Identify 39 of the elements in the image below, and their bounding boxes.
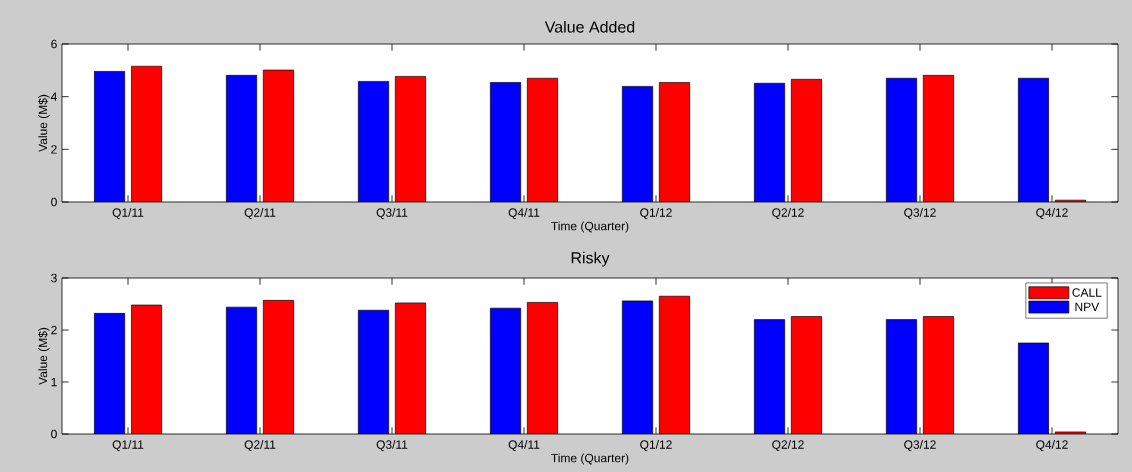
bar [394,302,426,434]
x-tick-label: Q2/11 [244,440,276,451]
y-axis-title: Value (M$) [38,94,50,152]
y-tick-label: 0 [51,429,57,439]
x-tick-label: Q4/11 [508,440,540,451]
y-tick-label: 0 [51,197,57,207]
x-tick-label: Q1/11 [112,208,144,219]
bar [130,304,162,434]
x-tick-label: Q3/11 [376,208,408,219]
y-tick-label: 1 [51,377,57,387]
y-tick-label: 4 [50,92,57,101]
x-tick-label: Q3/12 [904,208,936,219]
y-axis-title: Value (M$) [38,327,50,385]
x-tick-label: Q3/11 [376,440,408,451]
y-tick-label: 3 [51,273,57,283]
x-tick-label: Q2/12 [772,440,804,451]
x-tick-label: Q4/12 [1036,208,1068,219]
y-tick-label: 6 [51,39,57,49]
bar [658,295,690,434]
legend-label: NPV [1075,302,1100,311]
bar [790,316,822,434]
x-tick-label: Q2/11 [244,208,276,219]
x-tick-label: Q2/12 [772,208,804,219]
x-tick-label: Q3/12 [904,440,936,451]
x-axis-title: Time (Quarter) [551,453,629,465]
bar [262,300,294,434]
y-tick-label: 2 [51,325,57,335]
x-tick-label: Q4/11 [508,208,540,219]
x-tick-label: Q4/12 [1036,440,1068,451]
bar [526,302,558,434]
x-tick-label: Q1/12 [640,440,672,451]
chart-title: Value Added [544,20,635,33]
chart-title: Risky [571,251,610,267]
y-tick-label: 2 [51,145,57,154]
x-axis-title: Time (Quarter) [551,221,629,233]
bar [922,316,954,434]
x-tick-label: Q1/12 [640,208,672,219]
legend-label: CALL [1072,288,1102,297]
x-tick-label: Q1/11 [112,440,144,451]
